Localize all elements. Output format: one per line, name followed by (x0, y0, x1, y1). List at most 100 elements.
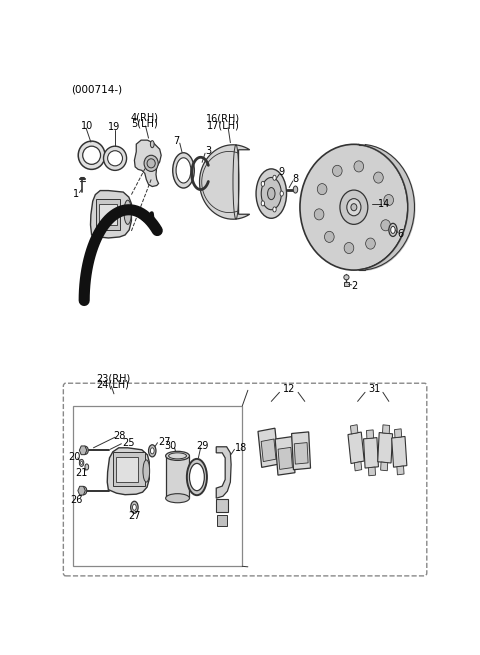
Ellipse shape (391, 227, 395, 233)
Text: 5(LH): 5(LH) (131, 119, 158, 129)
Text: 27: 27 (128, 511, 141, 521)
Text: 6: 6 (397, 229, 403, 239)
Text: 12: 12 (283, 384, 295, 394)
Ellipse shape (373, 172, 383, 183)
Ellipse shape (131, 501, 138, 514)
Ellipse shape (108, 151, 122, 166)
Ellipse shape (293, 186, 298, 193)
Text: 8: 8 (293, 174, 299, 185)
Ellipse shape (190, 464, 204, 491)
Polygon shape (200, 145, 250, 219)
Ellipse shape (144, 155, 158, 172)
Polygon shape (392, 436, 407, 467)
Ellipse shape (317, 183, 327, 195)
Polygon shape (278, 447, 292, 470)
Bar (166, 456, 190, 498)
Text: 30: 30 (164, 441, 177, 451)
Ellipse shape (384, 195, 394, 206)
Text: 2: 2 (351, 282, 358, 291)
Bar (73, 406, 242, 567)
FancyBboxPatch shape (63, 383, 427, 576)
Polygon shape (275, 437, 295, 475)
Polygon shape (354, 462, 362, 471)
Ellipse shape (300, 144, 408, 270)
Ellipse shape (124, 200, 132, 225)
Ellipse shape (351, 204, 357, 211)
Ellipse shape (333, 165, 342, 176)
Polygon shape (348, 432, 364, 464)
Text: 14: 14 (377, 198, 390, 209)
Ellipse shape (256, 169, 287, 218)
Ellipse shape (389, 223, 397, 236)
Polygon shape (258, 428, 279, 468)
Ellipse shape (344, 242, 354, 253)
Polygon shape (350, 424, 358, 434)
Ellipse shape (187, 459, 207, 495)
Text: 31: 31 (368, 384, 381, 394)
Ellipse shape (143, 460, 150, 482)
Ellipse shape (280, 191, 283, 196)
Bar (217, 515, 228, 527)
Ellipse shape (340, 190, 368, 225)
Text: 25: 25 (122, 438, 135, 448)
Bar (96, 198, 120, 230)
Text: 28: 28 (113, 431, 125, 441)
Polygon shape (78, 486, 85, 495)
Polygon shape (369, 467, 375, 476)
Text: 16(RH): 16(RH) (206, 114, 240, 124)
Polygon shape (367, 430, 373, 439)
Ellipse shape (273, 176, 276, 180)
Ellipse shape (324, 231, 334, 242)
Ellipse shape (78, 141, 105, 170)
Polygon shape (294, 443, 308, 464)
Polygon shape (395, 429, 402, 438)
Ellipse shape (173, 153, 194, 188)
Text: 18: 18 (235, 443, 248, 453)
Text: 9: 9 (278, 168, 285, 178)
Polygon shape (107, 448, 149, 495)
Ellipse shape (79, 459, 84, 466)
Ellipse shape (150, 448, 154, 454)
Ellipse shape (166, 451, 190, 460)
Polygon shape (216, 447, 231, 498)
Ellipse shape (261, 181, 264, 186)
Polygon shape (397, 466, 404, 475)
Text: 19: 19 (108, 122, 120, 132)
Polygon shape (79, 446, 87, 455)
Text: 27: 27 (158, 437, 171, 447)
Ellipse shape (314, 209, 324, 220)
Ellipse shape (261, 201, 264, 206)
Bar (216, 499, 228, 512)
Polygon shape (383, 425, 390, 434)
Ellipse shape (104, 146, 127, 170)
Ellipse shape (176, 158, 191, 183)
Text: 21: 21 (75, 468, 88, 478)
Ellipse shape (273, 207, 276, 212)
Ellipse shape (83, 446, 88, 455)
Bar (344, 282, 349, 286)
Ellipse shape (81, 487, 87, 495)
Ellipse shape (81, 461, 83, 464)
Ellipse shape (132, 504, 136, 510)
Polygon shape (134, 140, 161, 187)
Ellipse shape (366, 238, 375, 249)
Ellipse shape (168, 453, 186, 459)
Polygon shape (363, 438, 378, 468)
Ellipse shape (166, 494, 190, 503)
Ellipse shape (344, 275, 349, 280)
Text: 10: 10 (81, 121, 93, 131)
Text: 29: 29 (197, 441, 209, 451)
Ellipse shape (148, 445, 156, 457)
Text: (000714-): (000714-) (71, 84, 122, 95)
Ellipse shape (83, 146, 100, 164)
Ellipse shape (85, 464, 89, 470)
Ellipse shape (354, 161, 364, 172)
Text: 20: 20 (68, 452, 80, 462)
Ellipse shape (347, 198, 361, 215)
Ellipse shape (381, 219, 390, 231)
Bar (116, 457, 138, 482)
Text: 4(RH): 4(RH) (131, 113, 158, 122)
Text: 26: 26 (70, 495, 82, 505)
Polygon shape (261, 439, 276, 462)
Polygon shape (91, 191, 132, 238)
